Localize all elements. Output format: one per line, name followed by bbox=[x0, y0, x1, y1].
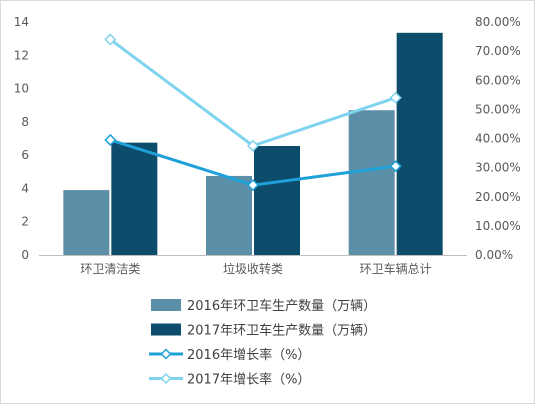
line-1-marker-1 bbox=[104, 133, 117, 147]
bar-1-3 bbox=[348, 110, 395, 255]
y-right-tick-label: 70.00% bbox=[475, 44, 521, 58]
y-right-tick-label: 50.00% bbox=[475, 102, 521, 116]
y-left-tick-label: 10 bbox=[14, 82, 29, 96]
y-left-tick-label: 6 bbox=[21, 148, 29, 162]
bar-series-group bbox=[63, 32, 443, 255]
y-right-tick-label: 60.00% bbox=[475, 73, 521, 87]
x-category-label: 环卫清洁类 bbox=[80, 262, 140, 276]
legend-label-3: 2016年增长率（%） bbox=[187, 347, 310, 363]
y-left-tick-label: 12 bbox=[14, 48, 29, 62]
line-1-marker-2 bbox=[246, 179, 260, 192]
bar-1-2 bbox=[206, 175, 252, 255]
line-2-marker-3 bbox=[389, 91, 402, 104]
x-category-label: 环卫车辆总计 bbox=[360, 261, 432, 276]
bar-2-2 bbox=[254, 145, 300, 255]
bar-1-1 bbox=[63, 190, 110, 255]
x-category-label: 垃圾收转类 bbox=[223, 261, 283, 276]
legend: 2016年环卫车生产数量（万辆） 2017年环卫车生产数量（万辆） 2016年增长率… bbox=[149, 298, 376, 388]
bar-2-1 bbox=[111, 142, 158, 255]
line-2-marker-2 bbox=[246, 139, 260, 152]
y-left-tick-label: 2 bbox=[21, 215, 29, 229]
legend-label-2: 2017年环卫车生产数量（万辆） bbox=[187, 323, 376, 339]
line-series-group bbox=[104, 33, 402, 192]
y-right-tick-label: 0.00% bbox=[475, 248, 513, 262]
y-right-tick-label: 40.00% bbox=[475, 132, 521, 146]
y-right-tick-label: 20.00% bbox=[475, 190, 521, 204]
legend-label-1: 2016年环卫车生产数量（万辆） bbox=[187, 298, 376, 314]
y-right-tick-label: 80.00% bbox=[475, 15, 521, 29]
bar-2-3 bbox=[396, 32, 443, 255]
line-1-marker-3 bbox=[389, 160, 402, 173]
y-right-tick-label: 30.00% bbox=[475, 161, 521, 175]
legend-swatch-2 bbox=[151, 323, 181, 336]
y-left-tick-label: 0 bbox=[21, 248, 29, 262]
axes: 0 2 4 6 8 10 12 14 0.00% 10.00% 20.00% 30.00% 40.00%… bbox=[14, 15, 521, 276]
legend-marker-3 bbox=[160, 348, 172, 360]
legend-marker-4 bbox=[160, 372, 172, 385]
legend-swatch-1 bbox=[151, 299, 181, 311]
y-right-tick-label: 10.00% bbox=[475, 219, 521, 233]
y-left-tick-label: 4 bbox=[21, 181, 29, 195]
y-left-tick-label: 14 bbox=[14, 15, 29, 29]
line-2-marker-1 bbox=[104, 33, 117, 46]
y-left-tick-label: 8 bbox=[21, 115, 29, 129]
legend-label-4: 2017年增长率（%） bbox=[187, 372, 310, 388]
